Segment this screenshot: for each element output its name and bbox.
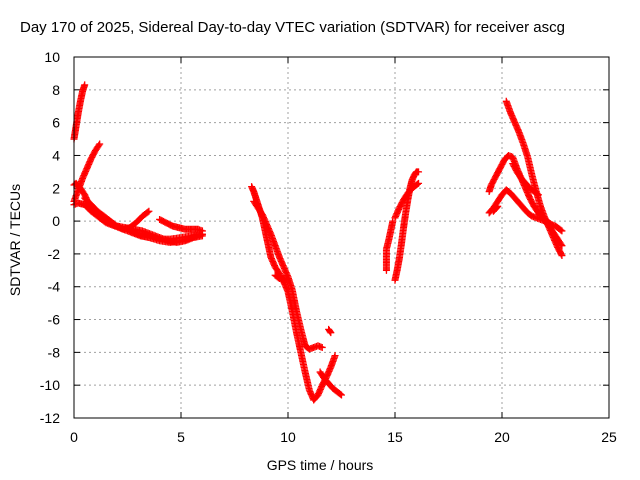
data-point xyxy=(274,267,282,275)
x-tick-label: 10 xyxy=(280,429,296,445)
series-arc18 xyxy=(485,186,566,250)
data-point xyxy=(526,211,534,219)
data-point xyxy=(557,240,565,248)
chart-title: Day 170 of 2025, Sidereal Day-to-day VTE… xyxy=(20,19,565,36)
data-point xyxy=(317,343,325,351)
data-point xyxy=(503,153,511,161)
data-point xyxy=(493,203,501,211)
data-point xyxy=(325,326,333,334)
data-point xyxy=(85,198,93,206)
data-point xyxy=(494,167,502,175)
data-point xyxy=(117,224,125,232)
x-tick-label: 20 xyxy=(494,429,510,445)
series-arc1 xyxy=(70,81,89,143)
data-point xyxy=(91,205,99,213)
series-arc20 xyxy=(489,202,502,215)
data-point xyxy=(529,200,537,208)
data-point xyxy=(292,306,300,314)
x-tick-label: 5 xyxy=(177,429,185,445)
series-arc11 xyxy=(316,368,345,399)
data-point xyxy=(512,165,520,173)
x-tick-label: 25 xyxy=(601,429,617,445)
data-point xyxy=(402,192,410,200)
y-tick-label: -4 xyxy=(48,279,61,295)
data-point xyxy=(143,233,151,241)
data-point xyxy=(85,205,93,213)
data-point xyxy=(95,141,103,149)
data-point xyxy=(297,347,305,355)
series-arc7 xyxy=(124,225,206,246)
data-point xyxy=(90,149,98,157)
data-point xyxy=(389,218,397,226)
data-point xyxy=(283,276,291,284)
y-tick-label: 8 xyxy=(52,82,60,98)
data-point xyxy=(257,208,265,216)
data-point xyxy=(496,193,504,201)
data-point xyxy=(166,221,174,229)
data-point xyxy=(154,236,162,244)
data-point xyxy=(499,159,507,167)
data-point xyxy=(557,226,565,234)
data-point xyxy=(492,204,500,212)
series-arc16 xyxy=(485,151,566,235)
data-layer xyxy=(70,81,566,404)
y-tick-label: 6 xyxy=(52,115,60,131)
data-point xyxy=(533,190,541,198)
y-tick-label: 4 xyxy=(52,147,60,163)
plot-frame xyxy=(73,56,610,419)
y-tick-label: 0 xyxy=(52,213,60,229)
y-tick-label: -6 xyxy=(48,312,61,328)
data-point xyxy=(80,82,88,90)
y-tick-label: -2 xyxy=(48,246,61,262)
data-point xyxy=(296,324,304,332)
data-point xyxy=(159,217,167,225)
data-point xyxy=(413,168,421,176)
x-tick-label: 0 xyxy=(70,429,78,445)
series-arc13 xyxy=(382,217,397,274)
series-arc6 xyxy=(156,215,206,235)
series-arc15 xyxy=(391,179,423,222)
data-point xyxy=(490,176,498,184)
data-point xyxy=(197,231,205,239)
data-point xyxy=(319,372,327,380)
data-point xyxy=(136,214,144,222)
y-axis-label: SDTVAR / TECUs xyxy=(7,183,23,297)
series-arc19 xyxy=(509,160,542,199)
data-point xyxy=(398,198,406,206)
data-point xyxy=(556,249,564,257)
data-point xyxy=(331,353,339,361)
y-tick-label: 2 xyxy=(52,180,60,196)
data-point xyxy=(186,234,194,242)
data-point xyxy=(552,233,560,241)
data-point xyxy=(532,189,540,197)
data-point xyxy=(326,328,334,336)
x-axis-label: GPS time / hours xyxy=(266,457,374,473)
data-point xyxy=(335,389,343,397)
y-tick-label: 10 xyxy=(44,49,60,65)
y-tick-label: -12 xyxy=(40,410,60,426)
data-point xyxy=(556,239,564,247)
data-point xyxy=(79,188,87,196)
data-point xyxy=(336,390,344,398)
series-arc12 xyxy=(325,325,335,337)
data-point xyxy=(413,180,421,188)
y-tick-label: -10 xyxy=(40,377,60,393)
data-point xyxy=(144,208,152,216)
data-point xyxy=(516,172,524,180)
tick-layer: 0 5 10 15 20 25 -12 -10 -8 -6 -4 -2 0 2 4 6 8 10 xyxy=(40,49,617,445)
data-point xyxy=(175,237,183,245)
data-point xyxy=(557,250,565,258)
data-point xyxy=(252,201,260,209)
data-point xyxy=(548,226,556,234)
data-point xyxy=(273,273,281,281)
series-arc10 xyxy=(271,271,292,284)
y-tick-label: -8 xyxy=(48,344,61,360)
x-tick-label: 15 xyxy=(387,429,403,445)
data-point xyxy=(528,170,536,178)
data-point xyxy=(301,367,309,375)
data-point xyxy=(94,143,102,151)
data-point xyxy=(143,209,151,217)
